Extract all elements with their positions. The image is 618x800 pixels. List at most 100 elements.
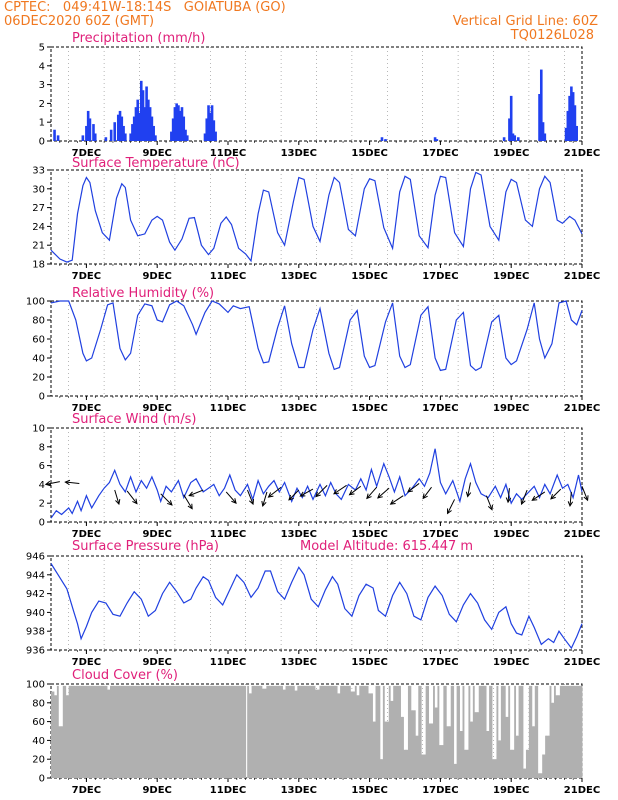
cloud-bar bbox=[497, 740, 500, 778]
cloud-bar bbox=[89, 685, 92, 778]
cloud-bar bbox=[291, 685, 294, 778]
cloud-bar bbox=[93, 685, 96, 778]
x-tick-label: 19DEC bbox=[493, 785, 529, 796]
cloud-bar bbox=[285, 685, 288, 778]
cloud-bar bbox=[397, 685, 400, 778]
x-tick-label: 21DEC bbox=[564, 271, 600, 282]
cloud-bar bbox=[506, 716, 509, 778]
cloud-bar bbox=[570, 685, 573, 778]
y-tick-label: 80 bbox=[32, 316, 45, 327]
cloud-bar bbox=[126, 685, 129, 778]
precip-bar bbox=[212, 120, 216, 141]
cloud-bar bbox=[92, 685, 95, 778]
x-tick-label: 7DEC bbox=[72, 403, 101, 414]
cloud-bar bbox=[195, 685, 198, 778]
cloud-bar bbox=[208, 685, 211, 778]
wind-arrow-head bbox=[407, 487, 413, 493]
x-tick-label: 7DEC bbox=[72, 529, 101, 540]
x-tick-label: 13DEC bbox=[281, 785, 317, 796]
cloud-bar bbox=[520, 685, 522, 778]
cloud-bar bbox=[354, 685, 357, 778]
cloud-bar bbox=[99, 685, 102, 778]
cloud-bar bbox=[276, 685, 279, 778]
y-tick-label: 60 bbox=[32, 717, 45, 728]
cloud-bar bbox=[55, 695, 58, 778]
chart-title: Precipitation (mm/h) bbox=[72, 31, 205, 46]
cloud-bar bbox=[269, 685, 272, 778]
cloud-bar bbox=[502, 685, 505, 778]
x-tick-label: 11DEC bbox=[210, 148, 246, 159]
cloud-bar bbox=[543, 754, 546, 778]
cloud-bar bbox=[347, 685, 350, 778]
precip-bar bbox=[116, 114, 120, 141]
cloud-bar bbox=[525, 749, 528, 778]
cloud-bar bbox=[418, 685, 421, 778]
cloud-bar bbox=[81, 685, 84, 778]
cloud-bar bbox=[107, 689, 109, 778]
x-tick-label: 19DEC bbox=[493, 529, 529, 540]
precip-bar bbox=[85, 125, 88, 141]
cloud-bar bbox=[261, 688, 264, 778]
cloud-bar bbox=[266, 685, 269, 778]
precip-bar bbox=[143, 107, 147, 141]
cloud-bar bbox=[253, 685, 255, 778]
cloud-bar bbox=[279, 685, 282, 778]
cloud-bar bbox=[326, 685, 329, 778]
wind-arrow bbox=[422, 486, 432, 499]
cloud-bar bbox=[363, 685, 366, 778]
cloud-bar bbox=[143, 685, 146, 778]
cloud-bar bbox=[350, 691, 353, 778]
cloud-bar bbox=[223, 685, 226, 778]
cloud-bar bbox=[413, 710, 416, 778]
cloud-bar bbox=[281, 685, 283, 778]
cloud-bar bbox=[551, 702, 553, 778]
cloud-bar bbox=[391, 700, 394, 778]
cloud-bar bbox=[104, 685, 106, 778]
cloud-bar bbox=[297, 685, 300, 778]
cloud-bar bbox=[378, 685, 381, 778]
wind-arrow-head bbox=[366, 493, 372, 500]
cloud-bar bbox=[110, 685, 112, 778]
wind-arrow bbox=[377, 487, 390, 499]
precip-bar bbox=[138, 112, 141, 141]
precip-bar bbox=[93, 133, 97, 141]
cloud-bar bbox=[210, 685, 213, 778]
cloud-bar bbox=[289, 685, 292, 778]
wind-arrow bbox=[333, 484, 347, 495]
cloud-bar bbox=[316, 689, 319, 778]
cloud-bar bbox=[213, 685, 216, 778]
x-tick-label: 17DEC bbox=[422, 657, 458, 668]
cloud-bar bbox=[477, 712, 480, 778]
y-tick-label: 27 bbox=[32, 203, 45, 214]
wind-arrow bbox=[268, 486, 282, 498]
cloud-bar bbox=[490, 685, 493, 778]
cloud-bar bbox=[117, 685, 120, 778]
cloud-bar bbox=[562, 685, 565, 778]
x-tick-label: 9DEC bbox=[142, 403, 171, 414]
cloud-bar bbox=[406, 749, 409, 778]
x-tick-label: 19DEC bbox=[493, 657, 529, 668]
cloud-bar bbox=[163, 685, 165, 778]
wind-arrow bbox=[521, 489, 528, 505]
cloud-bar bbox=[390, 700, 393, 778]
cloud-bar bbox=[77, 685, 80, 778]
cloud-bar bbox=[472, 685, 475, 778]
cloud-bar bbox=[437, 685, 440, 778]
cloud-bar bbox=[340, 685, 342, 778]
precip-bar bbox=[131, 124, 134, 141]
x-tick-label: 21DEC bbox=[564, 529, 600, 540]
x-tick-label: 11DEC bbox=[210, 271, 246, 282]
precip-bar bbox=[511, 133, 515, 141]
cloud-bar bbox=[369, 693, 372, 778]
cloud-bar bbox=[444, 685, 447, 778]
cloud-bar bbox=[71, 685, 74, 778]
precip-bar bbox=[516, 137, 520, 141]
cloud-bar bbox=[514, 685, 517, 778]
cloud-bar bbox=[461, 731, 463, 778]
cloud-bar bbox=[239, 685, 242, 778]
wind-arrow-head bbox=[531, 495, 538, 501]
wind-arrow-head bbox=[377, 493, 383, 499]
cloud-bar bbox=[552, 702, 555, 778]
cloud-bar bbox=[171, 685, 174, 778]
x-tick-label: 17DEC bbox=[422, 403, 458, 414]
